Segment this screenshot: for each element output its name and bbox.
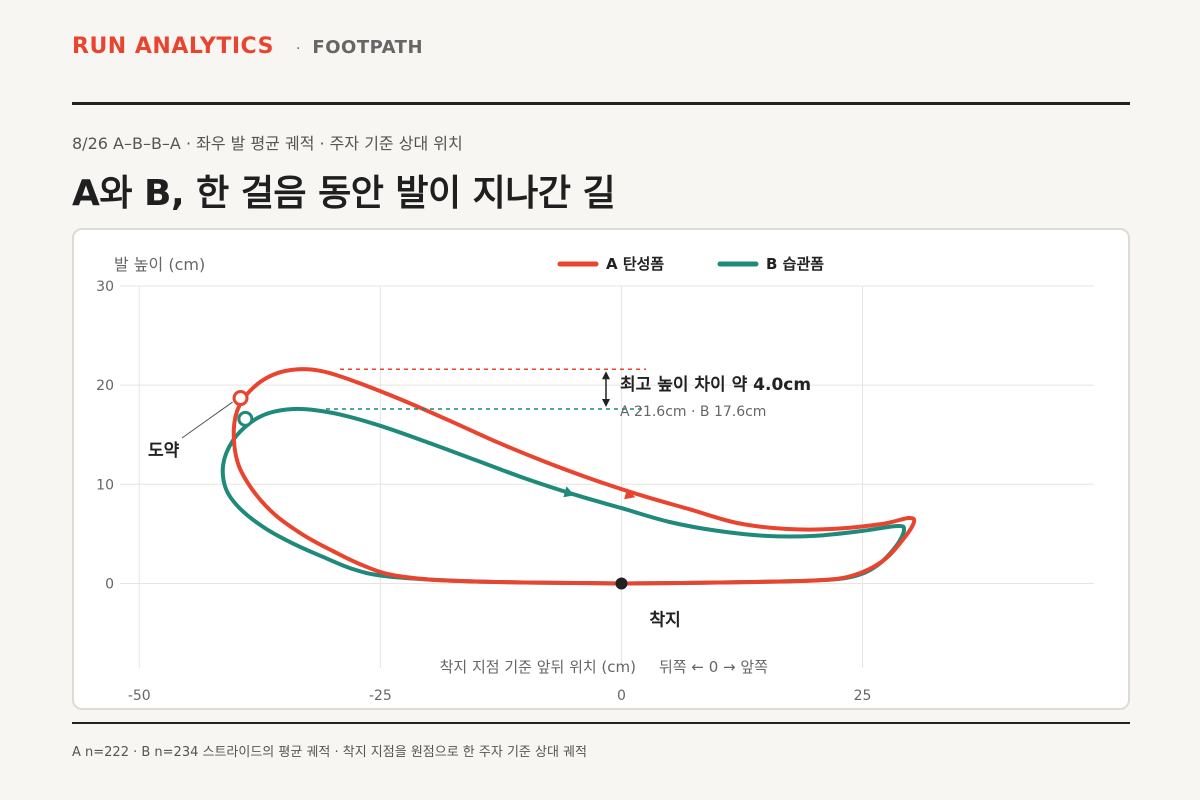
footpath-chart: 0 10 20 30 -50 -25 0 25 발 높이 (cm) 착지 지점 기준 앞뒤 위치 … xyxy=(96,255,1094,704)
series-b-jump-marker xyxy=(237,410,254,427)
top-divider xyxy=(72,102,1130,105)
legend-label-b: B 습관폼 xyxy=(766,255,824,273)
series-b-arrow xyxy=(563,486,575,498)
x-tick-label: 0 xyxy=(617,688,626,704)
bottom-divider xyxy=(72,722,1130,724)
y-tick-label: 30 xyxy=(96,279,114,295)
jump-label: 도약 xyxy=(148,440,180,461)
landing-label: 착지 xyxy=(649,610,680,630)
x-axis-label: 착지 지점 기준 앞뒤 위치 (cm) xyxy=(440,658,636,676)
jump-leader-line xyxy=(181,401,233,439)
annotation-layer: 착지 도약 최고 높이 차이 약 4.0cm A 21.6cm · B 17.6cm xyxy=(148,368,811,630)
chart-card: 0 10 20 30 -50 -25 0 25 발 높이 (cm) 착지 지점 기준 앞뒤 위치 … xyxy=(72,228,1130,710)
series-a-arrow xyxy=(624,488,636,500)
x-tick-label: -25 xyxy=(369,688,392,704)
peak-diff-label: 최고 높이 차이 약 4.0cm xyxy=(620,374,811,395)
landing-point xyxy=(615,577,628,590)
x-tick-label: -50 xyxy=(128,688,151,704)
y-axis-label: 발 높이 (cm) xyxy=(114,255,205,274)
peak-detail-label: A 21.6cm · B 17.6cm xyxy=(620,404,766,420)
page-title: A와 B, 한 걸음 동안 발이 지나간 길 xyxy=(72,173,616,214)
diff-arrow-head-up xyxy=(602,371,610,380)
legend: A 탄성폼 B 습관폼 xyxy=(557,255,824,273)
header-separator: · xyxy=(295,41,301,57)
section-label: FOOTPATH xyxy=(312,37,424,58)
series-b-line xyxy=(220,406,907,586)
series-a-jump-marker xyxy=(232,390,249,407)
series-layer xyxy=(220,367,917,586)
x-tick-label: 25 xyxy=(854,688,872,704)
y-tick-label: 20 xyxy=(96,378,114,394)
legend-label-a: A 탄성폼 xyxy=(606,255,664,273)
series-a-line xyxy=(231,367,917,586)
footnote: A n=222 · B n=234 스트라이드의 평균 궤적 · 착지 지점을 … xyxy=(72,745,587,760)
subtitle: 8/26 A–B–B–A · 좌우 발 평균 궤적 · 주자 기준 상대 위치 xyxy=(72,134,463,153)
grid-layer xyxy=(120,285,1094,668)
x-direction-note: 뒤쪽 ← 0 → 앞쪽 xyxy=(659,658,768,676)
y-tick-label: 10 xyxy=(96,477,114,493)
header: RUN ANALYTICS · FOOTPATH xyxy=(72,34,423,59)
brand-title: RUN ANALYTICS xyxy=(72,34,274,59)
axis-layer: 0 10 20 30 -50 -25 0 25 발 높이 (cm) 착지 지점 기준 앞뒤 위치 … xyxy=(96,255,871,704)
diff-arrow-head-down xyxy=(602,398,610,407)
y-tick-label: 0 xyxy=(105,576,114,592)
